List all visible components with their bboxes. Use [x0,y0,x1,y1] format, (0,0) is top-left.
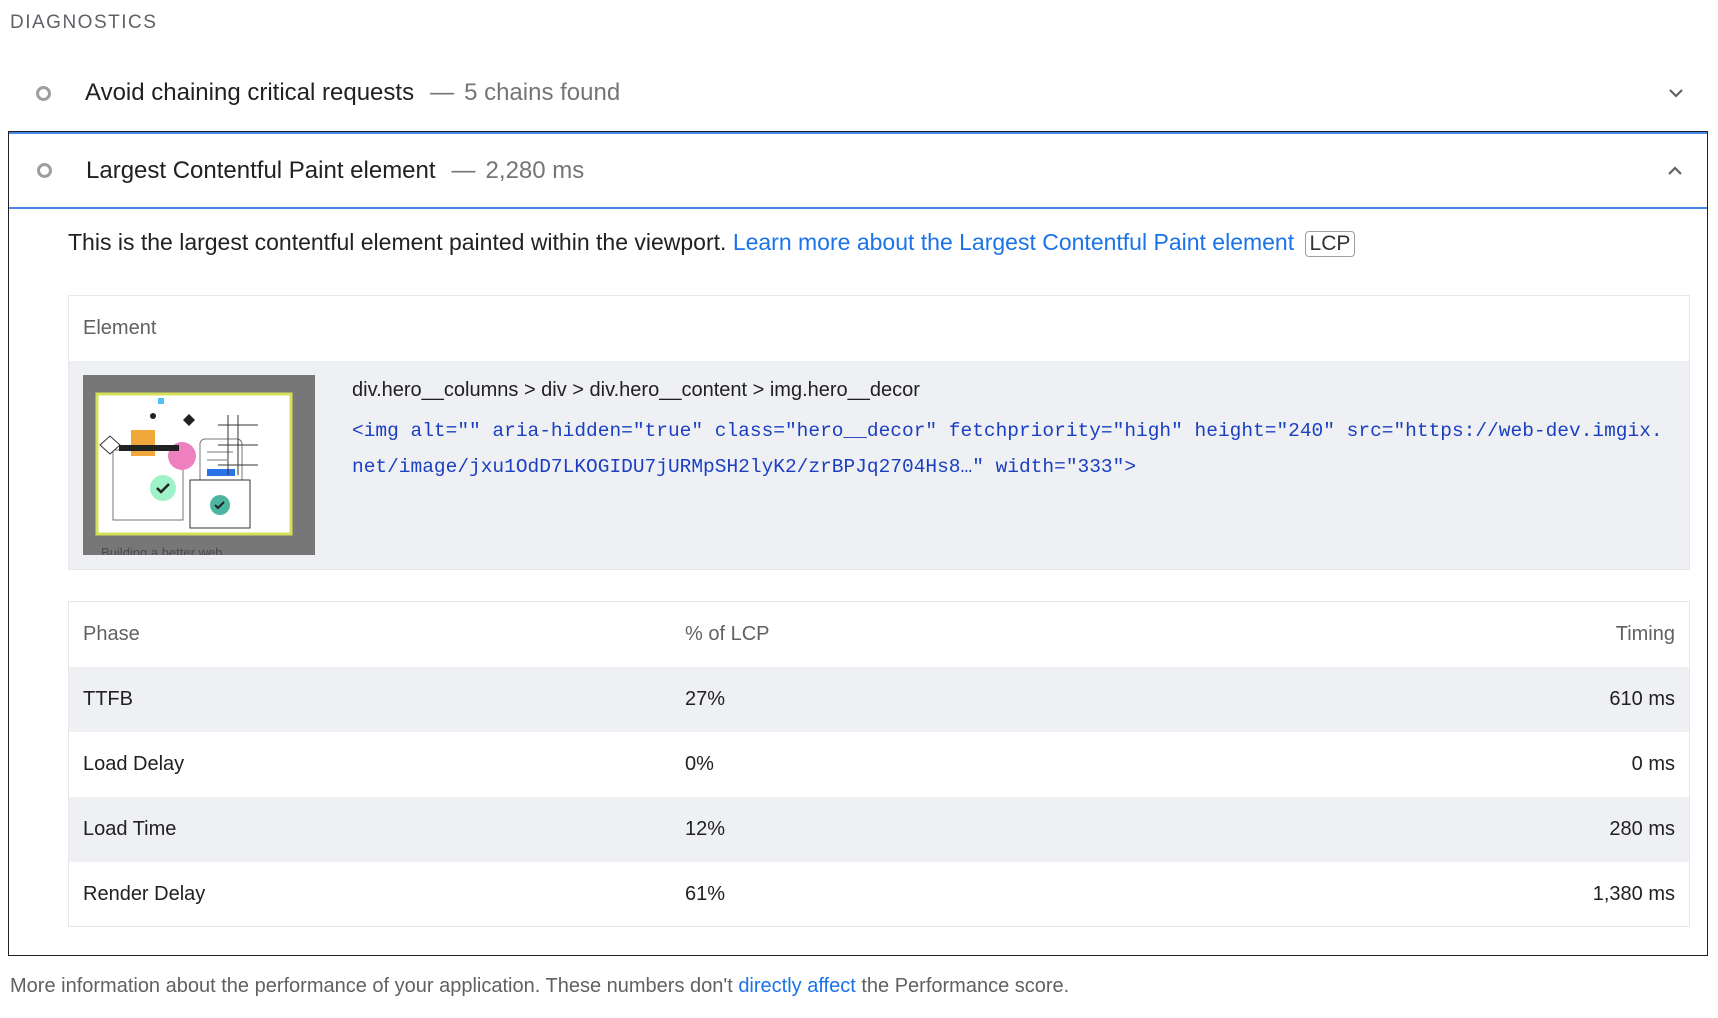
element-selector: div.hero__columns > div > div.hero__cont… [352,379,920,401]
phase-table-header: Phase % of LCP Timing [69,602,1689,667]
thumbnail-caption: Building a better web [101,545,223,555]
separator: — [451,156,476,184]
element-row: Building a better web div.hero__columns … [69,361,1689,569]
audit-title: Avoid chaining critical requests [85,79,415,106]
timing-cell: 280 ms [1609,818,1675,840]
phase-cell: Load Time [83,818,177,840]
informative-circle-icon [36,85,51,101]
description-text: This is the largest contentful element p… [68,229,727,255]
timing-cell: 0 ms [1631,753,1675,775]
footer-text-end: the Performance score. [855,975,1070,997]
header-timing: Timing [1615,623,1675,645]
percent-cell: 0% [685,753,714,775]
audit-lcp-element-panel: Largest Contentful Paint element — 2,280… [8,131,1708,956]
element-thumbnail: Building a better web [83,375,315,555]
informative-circle-icon [37,163,52,178]
audit-title: Largest Contentful Paint element [86,156,436,184]
phase-table: Phase % of LCP Timing TTFB 27% 610 ms Lo… [68,601,1690,927]
element-header: Element [69,296,1689,362]
footer-text: More information about the performance o… [10,975,739,997]
phase-cell: Render Delay [83,883,206,905]
audit-description: This is the largest contentful element p… [68,229,1356,257]
timing-cell: 1,380 ms [1592,883,1675,905]
audit-lcp-element[interactable]: Largest Contentful Paint element — 2,280… [9,132,1707,209]
timing-cell: 610 ms [1609,688,1675,710]
hero-illustration-image [95,392,293,536]
lcp-badge: LCP [1304,231,1356,257]
table-row: Load Delay 0% 0 ms [69,732,1689,797]
learn-more-link[interactable]: Learn more about the Largest Contentful … [732,229,1295,255]
audit-value: 5 chains found [464,79,621,106]
phase-cell: TTFB [83,688,133,710]
separator: — [430,79,455,106]
percent-cell: 27% [685,688,726,710]
section-title: DIAGNOSTICS [10,12,158,33]
audit-value: 2,280 ms [485,156,585,184]
element-table: Element [68,295,1690,570]
chevron-up-icon[interactable] [1667,163,1683,179]
audit-critical-request-chains[interactable]: Avoid chaining critical requests — 5 cha… [8,62,1708,124]
element-snippet: <img alt="" aria-hidden="true" class="he… [352,420,1663,478]
table-row: TTFB 27% 610 ms [69,667,1689,732]
percent-cell: 61% [685,883,726,905]
table-row: Render Delay 61% 1,380 ms [69,862,1689,927]
section-footer: More information about the performance o… [10,975,1069,998]
chevron-down-icon[interactable] [1668,85,1684,101]
percent-cell: 12% [685,818,726,840]
phase-cell: Load Delay [83,753,185,775]
table-row: Load Time 12% 280 ms [69,797,1689,862]
header-percent: % of LCP [685,623,770,645]
directly-affect-link[interactable]: directly affect [738,975,856,997]
header-phase: Phase [83,623,140,645]
